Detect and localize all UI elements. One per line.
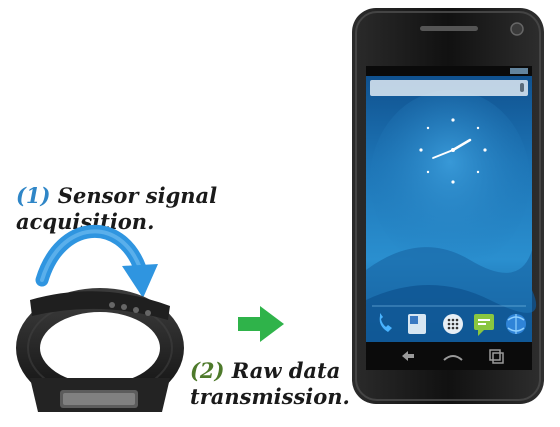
recents-button-icon[interactable] bbox=[489, 349, 504, 364]
dock bbox=[379, 313, 526, 336]
back-button-icon[interactable] bbox=[402, 351, 414, 361]
step-1-number: (1) bbox=[16, 183, 51, 208]
transfer-arrow-icon bbox=[238, 306, 284, 342]
home-button-icon[interactable] bbox=[443, 355, 463, 361]
phone-app-icon[interactable] bbox=[379, 313, 392, 332]
browser-app-icon[interactable] bbox=[506, 314, 526, 334]
step-2-label: (2) Raw data transmission. bbox=[190, 358, 390, 410]
step-2-text-line1: Raw data bbox=[231, 358, 341, 383]
search-bar[interactable] bbox=[370, 80, 528, 96]
clock-icon bbox=[419, 118, 487, 184]
step-2-text-line2: transmission. bbox=[190, 384, 350, 409]
step-1-text-line1: Sensor signal bbox=[57, 183, 218, 208]
step-2-number: (2) bbox=[190, 358, 225, 383]
curved-arrow-icon bbox=[35, 225, 158, 298]
contacts-app-icon[interactable] bbox=[408, 314, 426, 334]
apps-launcher-icon[interactable] bbox=[443, 314, 463, 334]
messaging-app-icon[interactable] bbox=[474, 314, 494, 336]
mic-icon[interactable] bbox=[520, 83, 524, 92]
smartphone-icon bbox=[352, 8, 544, 404]
step-1-label: (1) Sensor signal acquisition. bbox=[16, 183, 256, 235]
wristband-sensor-icon bbox=[16, 288, 184, 412]
status-bar-icons bbox=[510, 68, 528, 74]
